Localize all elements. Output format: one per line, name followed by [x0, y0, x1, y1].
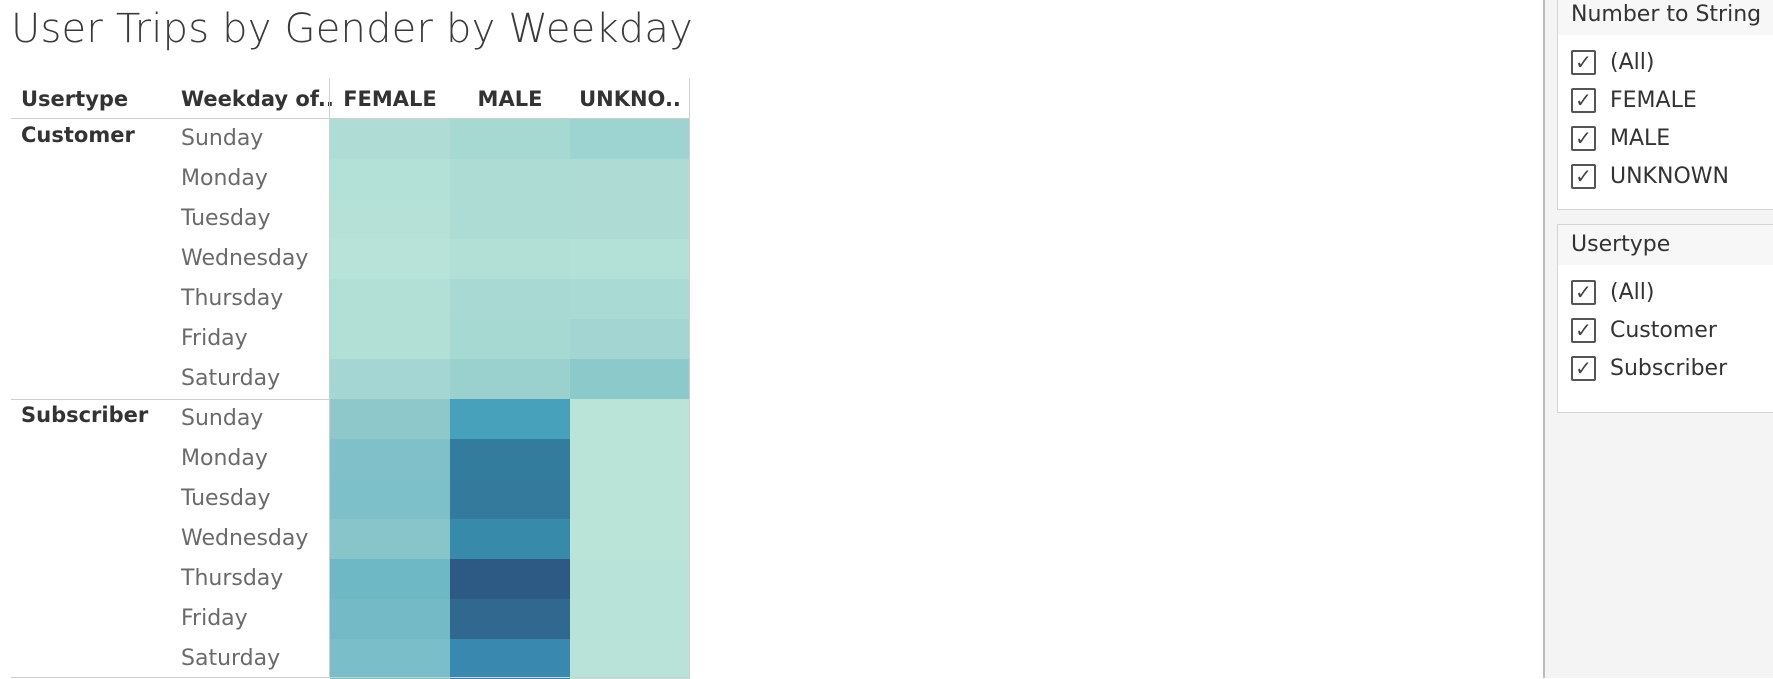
group-label-subscriber[interactable]: Subscriber — [21, 403, 149, 427]
heatmap-cell[interactable] — [450, 559, 570, 599]
heatmap-cell[interactable] — [570, 159, 690, 199]
filter-option-label: UNKNOWN — [1610, 163, 1729, 189]
filter-card-usertype: Usertype ✓ (All) ✓ Customer ✓ Subscriber — [1557, 224, 1773, 413]
filter-option-all[interactable]: ✓ (All) — [1558, 43, 1773, 81]
heatmap-cell[interactable] — [330, 119, 450, 159]
checkbox-checked-icon[interactable]: ✓ — [1571, 279, 1596, 305]
heatmap-cell[interactable] — [450, 279, 570, 319]
filter-option-customer[interactable]: ✓ Customer — [1558, 311, 1773, 349]
group-label-customer[interactable]: Customer — [21, 123, 135, 147]
column-divider — [329, 78, 330, 678]
heatmap-cell[interactable] — [330, 239, 450, 279]
filter-option-all[interactable]: ✓ (All) — [1558, 273, 1773, 311]
heatmap-cell[interactable] — [450, 599, 570, 639]
heatmap-cell[interactable] — [570, 279, 690, 319]
heatmap-cell[interactable] — [330, 639, 450, 679]
heatmap-cell[interactable] — [330, 599, 450, 639]
filter-option-male[interactable]: ✓ MALE — [1558, 119, 1773, 157]
heatmap-cell[interactable] — [570, 599, 690, 639]
heatmap-cell[interactable] — [450, 399, 570, 439]
filter-option-label: Customer — [1610, 317, 1717, 343]
checkbox-checked-icon[interactable]: ✓ — [1571, 163, 1596, 189]
heatmap-cell[interactable] — [570, 239, 690, 279]
heatmap-cell[interactable] — [450, 639, 570, 679]
filter-option-label: Subscriber — [1610, 355, 1728, 381]
weekday-label[interactable]: Saturday — [181, 366, 281, 391]
heatmap-cell[interactable] — [450, 439, 570, 479]
heatmap-cell[interactable] — [330, 439, 450, 479]
heatmap-cell[interactable] — [330, 159, 450, 199]
weekday-label[interactable]: Tuesday — [181, 486, 271, 511]
heatmap-cell[interactable] — [330, 199, 450, 239]
heatmap-cell[interactable] — [450, 479, 570, 519]
heatmap-cell[interactable] — [450, 319, 570, 359]
weekday-label[interactable]: Monday — [181, 166, 268, 191]
weekday-label[interactable]: Friday — [181, 326, 248, 351]
filter-option-label: FEMALE — [1610, 87, 1697, 113]
table-right-border — [689, 78, 690, 678]
heatmap-cell[interactable] — [450, 199, 570, 239]
heatmap-cell[interactable] — [570, 359, 690, 399]
filter-option-female[interactable]: ✓ FEMALE — [1558, 81, 1773, 119]
header-male[interactable]: MALE — [477, 87, 543, 111]
heatmap-cell[interactable] — [450, 359, 570, 399]
checkbox-checked-icon[interactable]: ✓ — [1571, 49, 1596, 75]
filter-option-label: (All) — [1610, 49, 1655, 75]
header-usertype[interactable]: Usertype — [21, 87, 129, 111]
weekday-label[interactable]: Monday — [181, 446, 268, 471]
filter-title-usertype: Usertype — [1558, 225, 1773, 265]
heatmap-cell[interactable] — [570, 559, 690, 599]
heatmap-cell[interactable] — [330, 359, 450, 399]
heatmap-cell[interactable] — [450, 519, 570, 559]
heatmap-cell[interactable] — [330, 519, 450, 559]
weekday-label[interactable]: Thursday — [181, 566, 284, 591]
heatmap-cell[interactable] — [570, 319, 690, 359]
heatmap-cell[interactable] — [450, 239, 570, 279]
heatmap-cell[interactable] — [570, 639, 690, 679]
weekday-label[interactable]: Sunday — [181, 406, 264, 431]
weekday-label[interactable]: Sunday — [181, 126, 264, 151]
heatmap-cell[interactable] — [330, 319, 450, 359]
filter-option-label: MALE — [1610, 125, 1671, 151]
header-weekday[interactable]: Weekday of.. — [181, 87, 334, 111]
page-title: User Trips by Gender by Weekday — [11, 6, 693, 52]
header-divider — [11, 118, 689, 119]
checkbox-checked-icon[interactable]: ✓ — [1571, 87, 1596, 113]
heatmap-cell[interactable] — [570, 399, 690, 439]
heatmap-cell[interactable] — [450, 119, 570, 159]
heatmap-cell[interactable] — [570, 119, 690, 159]
panel-divider — [1543, 0, 1545, 678]
heatmap-cell[interactable] — [570, 519, 690, 559]
heatmap-cell[interactable] — [570, 439, 690, 479]
checkbox-checked-icon[interactable]: ✓ — [1571, 355, 1596, 381]
filter-option-subscriber[interactable]: ✓ Subscriber — [1558, 349, 1773, 387]
heatmap-cell[interactable] — [450, 159, 570, 199]
weekday-label[interactable]: Tuesday — [181, 206, 271, 231]
heatmap-cell[interactable] — [330, 559, 450, 599]
heatmap-cell[interactable] — [570, 479, 690, 519]
filter-title-gender: Number to String — [1558, 0, 1773, 35]
heatmap-cell[interactable] — [330, 279, 450, 319]
heatmap-cell[interactable] — [330, 399, 450, 439]
header-female[interactable]: FEMALE — [343, 87, 437, 111]
checkbox-checked-icon[interactable]: ✓ — [1571, 125, 1596, 151]
header-unknown[interactable]: UNKNO.. — [579, 87, 681, 111]
weekday-label[interactable]: Saturday — [181, 646, 281, 671]
weekday-label[interactable]: Wednesday — [181, 526, 309, 551]
weekday-label[interactable]: Thursday — [181, 286, 284, 311]
filter-card-gender: Number to String ✓ (All) ✓ FEMALE ✓ MALE… — [1557, 0, 1773, 210]
checkbox-checked-icon[interactable]: ✓ — [1571, 317, 1596, 343]
weekday-label[interactable]: Wednesday — [181, 246, 309, 271]
heatmap-cell[interactable] — [570, 199, 690, 239]
filter-option-label: (All) — [1610, 279, 1655, 305]
heatmap-cell[interactable] — [330, 479, 450, 519]
weekday-label[interactable]: Friday — [181, 606, 248, 631]
filter-option-unknown[interactable]: ✓ UNKNOWN — [1558, 157, 1773, 195]
